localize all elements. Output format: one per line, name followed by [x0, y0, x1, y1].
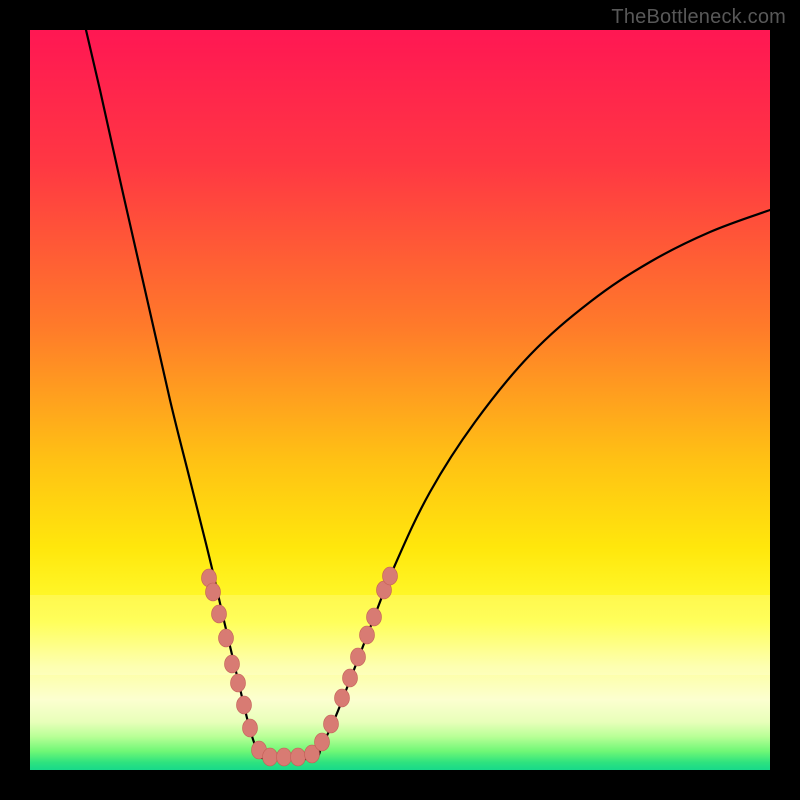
data-marker — [335, 689, 350, 707]
data-marker — [383, 567, 398, 585]
data-marker — [212, 605, 227, 623]
data-marker — [237, 696, 252, 714]
data-marker — [291, 748, 306, 766]
data-marker — [263, 748, 278, 766]
data-marker — [219, 629, 234, 647]
data-marker — [351, 648, 366, 666]
data-marker — [367, 608, 382, 626]
data-marker — [277, 748, 292, 766]
watermark-text: TheBottleneck.com — [611, 6, 786, 29]
plot-svg — [30, 30, 770, 770]
data-marker — [243, 719, 258, 737]
data-marker — [231, 674, 246, 692]
data-marker — [225, 655, 240, 673]
data-marker — [206, 583, 221, 601]
chart-frame: TheBottleneck.com — [0, 0, 800, 800]
plot-area — [30, 30, 770, 770]
highlight-band — [30, 595, 770, 675]
data-marker — [360, 626, 375, 644]
data-marker — [343, 669, 358, 687]
data-marker — [324, 715, 339, 733]
data-marker — [315, 733, 330, 751]
